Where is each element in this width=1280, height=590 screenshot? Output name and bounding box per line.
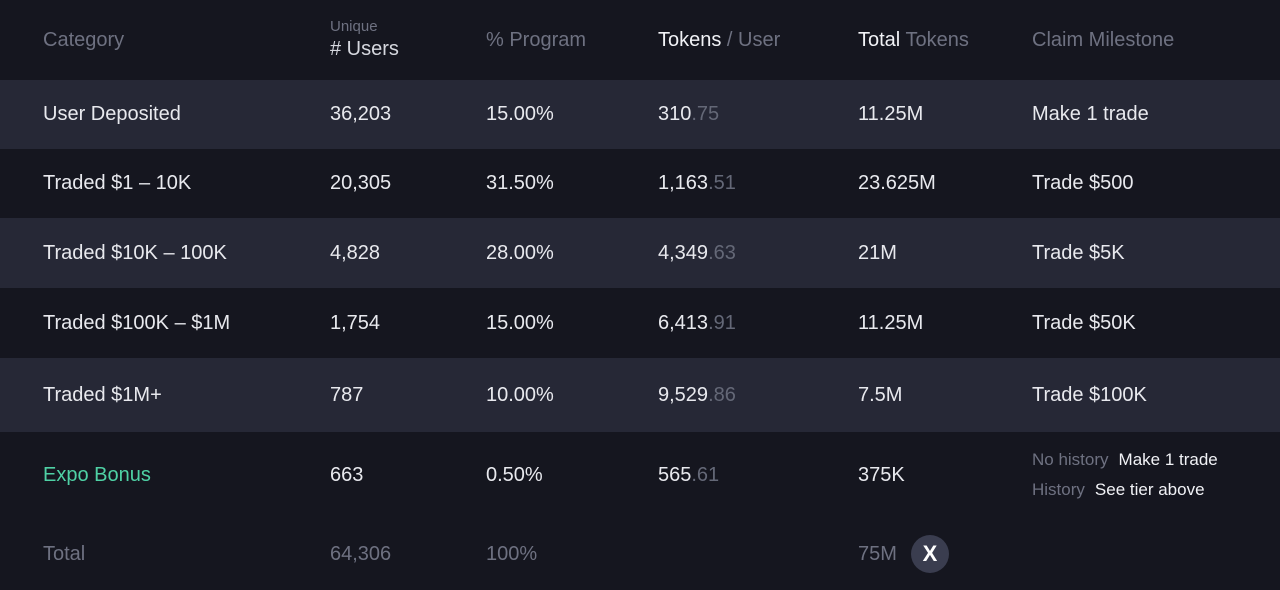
row-program: 31.50%: [486, 172, 554, 194]
header-users-unique: Unique: [330, 18, 378, 35]
row-program: 10.00%: [486, 383, 554, 406]
row-tokens-per-user: 1,163.51: [658, 149, 736, 218]
row-tokens-per-user: 310.75: [658, 80, 719, 149]
tokens-integer: 4,349: [658, 241, 709, 264]
bonus-milestone: No history Make 1 trade History See tier…: [1032, 432, 1218, 518]
row-milestone: Trade $500: [1032, 172, 1134, 194]
header-total-word: Total: [858, 28, 901, 51]
header-users: Unique # Users: [330, 0, 399, 80]
row-total-tokens: 11.25M: [858, 311, 924, 334]
x-logo-icon: X: [910, 535, 949, 573]
table-row: User Deposited 36,203 15.00% 310.75 11.2…: [0, 80, 1280, 149]
row-milestone: Trade $5K: [1032, 241, 1125, 264]
no-history-value: Make 1 trade: [1118, 450, 1218, 469]
row-total-tokens: 21M: [858, 241, 897, 264]
bonus-tokens-per-user: 565.61: [658, 432, 719, 518]
total-users: 64,306: [330, 542, 392, 565]
row-milestone: Trade $100K: [1032, 383, 1147, 406]
total-label: Total: [43, 542, 86, 565]
total-tokens: 75M X: [858, 518, 949, 590]
row-category: Traded $1 – 10K: [43, 172, 192, 194]
row-program: 15.00%: [486, 311, 554, 334]
total-tokens-value: 75M: [858, 542, 897, 565]
tokens-integer: 1,163: [658, 172, 709, 194]
total-program: 100%: [486, 542, 538, 565]
header-claim-milestone: Claim Milestone: [1032, 28, 1175, 51]
tokens-integer: 6,413: [658, 311, 709, 334]
row-users: 1,754: [330, 311, 381, 334]
table-row: Traded $1 – 10K 20,305 31.50% 1,163.51 2…: [0, 149, 1280, 218]
header-tokens-word2: Tokens: [900, 28, 969, 51]
tokens-decimal: .75: [691, 103, 720, 125]
row-tokens-per-user: 6,413.91: [658, 288, 736, 358]
row-total-tokens: 7.5M: [858, 383, 903, 406]
header-tokens-word: Tokens: [658, 28, 722, 51]
tokens-integer: 565: [658, 463, 692, 486]
header-per-user-word: / User: [721, 28, 781, 51]
tokens-decimal: .86: [708, 383, 736, 406]
table-row: Traded $100K – $1M 1,754 15.00% 6,413.91…: [0, 288, 1280, 358]
bonus-program: 0.50%: [486, 463, 543, 486]
row-category: Traded $1M+: [43, 383, 162, 406]
table-row: Traded $10K – 100K 4,828 28.00% 4,349.63…: [0, 218, 1280, 288]
header-program: % Program: [486, 28, 587, 51]
tokens-decimal: .51: [708, 172, 736, 194]
row-total-tokens: 11.25M: [858, 103, 924, 125]
row-total-tokens: 23.625M: [858, 172, 936, 194]
header-total-tokens: Total Tokens: [858, 0, 969, 80]
table-header: Category Unique # Users % Program Tokens…: [0, 0, 1280, 80]
tokens-decimal: .61: [691, 463, 720, 486]
row-milestone: Make 1 trade: [1032, 103, 1149, 125]
row-milestone: Trade $50K: [1032, 311, 1136, 334]
row-category: Traded $100K – $1M: [43, 311, 231, 334]
history-label: History: [1032, 480, 1085, 499]
row-users: 36,203: [330, 103, 392, 125]
row-category: User Deposited: [43, 103, 181, 125]
tokens-decimal: .63: [708, 241, 736, 264]
bonus-users: 663: [330, 463, 364, 486]
row-program: 15.00%: [486, 103, 554, 125]
bonus-category: Expo Bonus: [43, 463, 151, 486]
row-users: 20,305: [330, 172, 392, 194]
row-category: Traded $10K – 100K: [43, 241, 227, 264]
row-users: 787: [330, 383, 364, 406]
no-history-label: No history: [1032, 450, 1109, 469]
total-row: Total 64,306 100% 75M X: [0, 518, 1280, 590]
history-value: See tier above: [1094, 480, 1205, 499]
row-program: 28.00%: [486, 241, 554, 264]
header-category: Category: [43, 28, 125, 51]
history-line: History See tier above: [1032, 480, 1205, 500]
header-users-label: # Users: [330, 38, 399, 60]
tokens-decimal: .91: [708, 311, 736, 334]
bonus-total-tokens: 375K: [858, 463, 905, 486]
table-row: Traded $1M+ 787 10.00% 9,529.86 7.5M Tra…: [0, 358, 1280, 432]
bonus-row: Expo Bonus 663 0.50% 565.61 375K No hist…: [0, 432, 1280, 519]
row-tokens-per-user: 9,529.86: [658, 358, 736, 432]
row-tokens-per-user: 4,349.63: [658, 218, 736, 288]
row-users: 4,828: [330, 241, 381, 264]
no-history-line: No history Make 1 trade: [1032, 450, 1218, 470]
tokens-integer: 9,529: [658, 383, 709, 406]
tokens-integer: 310: [658, 103, 692, 125]
header-tokens-per-user: Tokens / User: [658, 0, 780, 80]
